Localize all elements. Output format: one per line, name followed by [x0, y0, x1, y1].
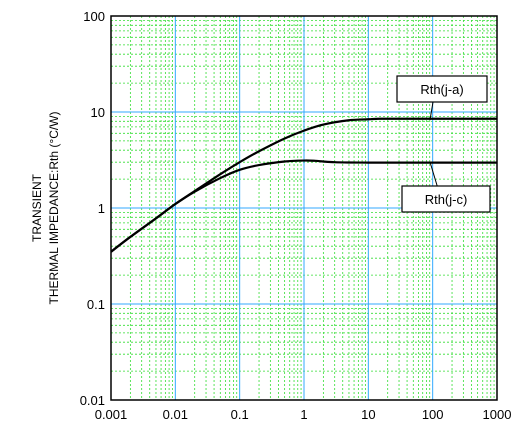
y-tick-label: 0.01 — [80, 393, 105, 408]
annotation-label: Rth(j-a) — [420, 82, 463, 97]
curves — [110, 117, 497, 253]
x-tick-label: 0.1 — [231, 407, 249, 422]
y-tick-label: 100 — [83, 9, 105, 24]
x-tick-label: 0.001 — [95, 407, 128, 422]
y-axis-label-line: THERMAL IMPEDANCE:Rth (°C/W) — [47, 111, 61, 304]
annotation-label: Rth(j-c) — [425, 192, 468, 207]
annotation-rth-j-c: Rth(j-c) — [401, 161, 491, 213]
x-tick-label: 0.01 — [163, 407, 188, 422]
x-tick-label: 100 — [422, 407, 444, 422]
y-axis-label-line: TRANSIENT — [30, 173, 44, 242]
y-tick-labels: 0.01 0.1 1 10 100 — [80, 9, 105, 408]
annotation-leader-line — [429, 161, 438, 187]
x-tick-label: 1000 — [483, 407, 512, 422]
y-tick-label: 0.1 — [87, 297, 105, 312]
annotation-rth-j-a: Rth(j-a) — [396, 75, 488, 121]
plot-frame — [110, 15, 498, 401]
annotation-box — [401, 185, 491, 213]
annotation-box — [396, 75, 488, 103]
x-tick-label: 10 — [361, 407, 375, 422]
x-tick-label: 1 — [300, 407, 307, 422]
y-tick-label: 10 — [91, 105, 105, 120]
y-axis-label: TRANSIENT THERMAL IMPEDANCE:Rth (°C/W) — [30, 111, 61, 304]
annotations: Rth(j-a) Rth(j-c) — [396, 75, 491, 213]
series-line-rth-j-c — [110, 159, 497, 253]
annotation-leader-line — [429, 101, 434, 121]
x-tick-labels: 0.001 0.01 0.1 1 10 100 1000 — [95, 407, 512, 422]
y-tick-label: 1 — [98, 201, 105, 216]
